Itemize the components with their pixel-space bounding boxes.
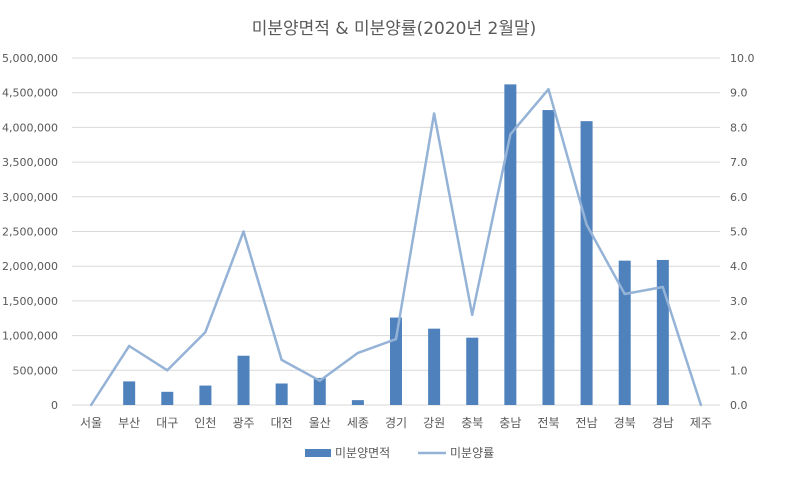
left-axis-ticks: 0 500,000 1,000,000 1,500,000 2,000,000 2,500… [2, 52, 58, 412]
category-label: 광주 [232, 416, 254, 430]
line-point [204, 330, 207, 334]
line-point [432, 112, 436, 115]
line-point [318, 379, 321, 382]
category-label: 부산 [118, 416, 140, 430]
line-point [661, 285, 665, 289]
category-label: 충북 [461, 416, 483, 430]
line-point [471, 313, 474, 316]
right-tick-label: 8.0 [730, 121, 748, 134]
left-tick-label: 1,500,000 [2, 295, 58, 308]
bar [428, 328, 441, 405]
bar [542, 110, 555, 406]
line-series [89, 87, 703, 407]
left-tick-label: 4,500,000 [2, 87, 58, 100]
left-tick-label: 3,500,000 [2, 156, 58, 169]
left-tick-label: 4,000,000 [2, 121, 58, 134]
bar [351, 400, 364, 405]
category-axis: 서울 부산 대구 인천 광주 대전 울산 세종 경기 강원 충북 충남 전북 전남 경북 경남 제주 [80, 415, 712, 430]
line-point [699, 403, 703, 407]
bar [504, 84, 517, 405]
line-point [623, 292, 626, 296]
line-point [127, 344, 131, 348]
right-tick-label: 7.0 [730, 156, 748, 169]
line-point [280, 358, 283, 362]
category-label: 세종 [347, 416, 369, 430]
left-tick-label: 1,000,000 [2, 330, 58, 343]
category-label: 서울 [80, 416, 102, 430]
category-label: 대전 [271, 416, 293, 430]
bar [237, 355, 250, 405]
right-tick-label: 1.0 [730, 364, 748, 377]
bar [580, 121, 593, 406]
legend-label-bar: 미분양면적 [335, 446, 390, 460]
bar [390, 317, 402, 405]
line-point [394, 337, 398, 341]
bar [161, 391, 174, 405]
bar [199, 385, 212, 405]
bar [466, 337, 479, 405]
category-label: 경기 [385, 416, 407, 430]
category-label: 충남 [499, 416, 521, 430]
left-tick-label: 0 [51, 399, 58, 412]
line-point [585, 223, 588, 226]
right-tick-label: 0.0 [730, 399, 748, 412]
right-tick-label: 10.0 [730, 52, 755, 65]
legend-label-line: 미분양률 [450, 446, 494, 460]
right-tick-label: 5.0 [730, 226, 748, 239]
right-tick-label: 2.0 [730, 330, 748, 343]
category-label: 경북 [614, 416, 636, 430]
bar [313, 377, 326, 405]
category-label: 대구 [156, 416, 178, 430]
left-tick-label: 2,500,000 [2, 226, 58, 239]
category-label: 전남 [576, 416, 598, 430]
right-tick-label: 9.0 [730, 87, 748, 100]
right-axis-ticks: 0.0 1.0 2.0 3.0 4.0 5.0 6.0 7.0 8.0 9.0 10.0 [730, 52, 755, 412]
category-label: 전북 [537, 416, 559, 430]
legend-swatch-bar [305, 449, 331, 457]
right-tick-label: 4.0 [730, 260, 748, 273]
bar [123, 381, 136, 405]
left-tick-label: 500,000 [13, 364, 59, 377]
bar-series [123, 84, 669, 406]
line-point [356, 351, 360, 355]
right-tick-label: 3.0 [730, 295, 748, 308]
category-label: 경남 [652, 416, 674, 430]
line-point [547, 88, 550, 91]
left-tick-label: 2,000,000 [2, 260, 58, 273]
category-label: 강원 [423, 416, 445, 430]
category-label: 제주 [690, 416, 712, 430]
line-point [166, 369, 169, 372]
left-tick-label: 3,000,000 [2, 191, 58, 204]
category-label: 울산 [309, 416, 331, 430]
legend: 미분양면적 미분양률 [305, 446, 494, 460]
bar [275, 383, 288, 405]
right-tick-label: 6.0 [730, 191, 748, 204]
chart-title: 미분양면적 & 미분양률(2020년 2월말) [252, 19, 537, 39]
bar [656, 259, 669, 405]
gridlines [72, 57, 720, 406]
bar [618, 260, 631, 405]
left-tick-label: 5,000,000 [2, 52, 58, 65]
line-point [89, 403, 93, 407]
line-point [509, 133, 512, 136]
category-label: 인천 [194, 415, 216, 430]
line-point [242, 230, 245, 233]
